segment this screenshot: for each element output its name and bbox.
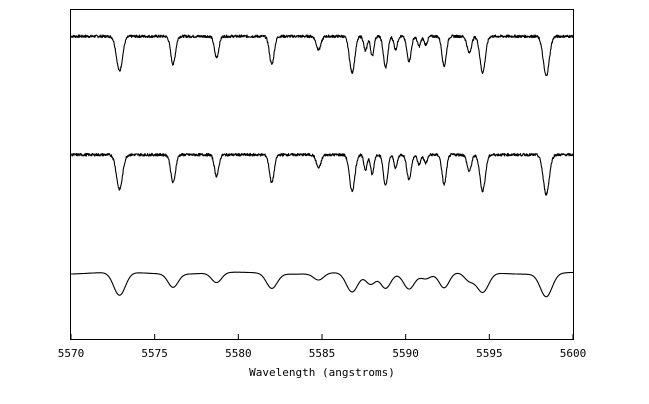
spectrum-line-1 bbox=[70, 34, 574, 77]
x-tick-label: 5580 bbox=[225, 347, 252, 360]
tick-label-layer: 5570 5575 5580 5585 5590 5595 5600 bbox=[58, 347, 587, 360]
x-tick-label: 5575 bbox=[141, 347, 168, 360]
x-tick-label: 5585 bbox=[309, 347, 336, 360]
x-tick-label: 5590 bbox=[392, 347, 419, 360]
spectrum-line-3 bbox=[70, 271, 574, 298]
plot-frame bbox=[70, 9, 574, 340]
spectrum-line-2 bbox=[70, 152, 574, 196]
x-axis-label: Wavelength (angstroms) bbox=[249, 366, 395, 379]
series-layer bbox=[70, 34, 574, 298]
x-tick-label: 5600 bbox=[560, 347, 587, 360]
x-tick-label: 5570 bbox=[58, 347, 85, 360]
x-tick-label: 5595 bbox=[476, 347, 503, 360]
tick-layer bbox=[70, 334, 574, 339]
